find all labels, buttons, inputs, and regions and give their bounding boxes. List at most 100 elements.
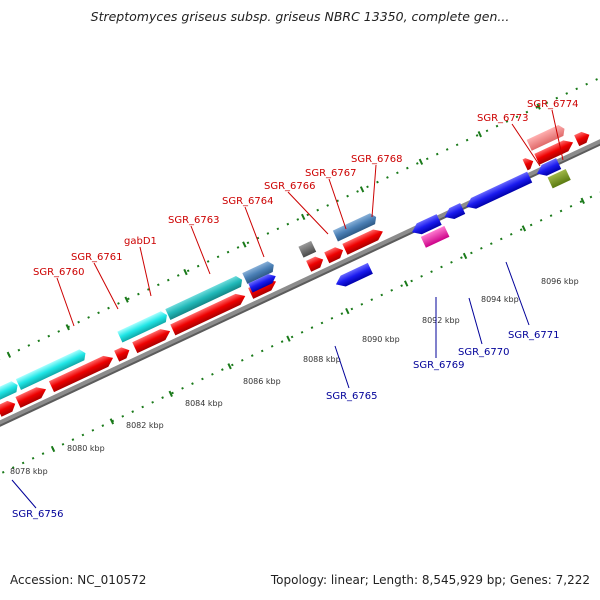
genome-backbone [0, 123, 600, 438]
map-title: Streptomyces griseus subsp. griseus NBRC… [90, 9, 510, 24]
gene-block[interactable] [165, 274, 244, 320]
tick-label: 8078 kbp [10, 467, 48, 476]
forward-major-tick [183, 268, 188, 276]
gene-arrow[interactable] [464, 171, 533, 213]
gene-label-sgr-6768[interactable]: SGR_6768 [351, 154, 403, 165]
gene-label-sgr-6771[interactable]: SGR_6771 [508, 330, 560, 341]
reverse-gene-labels: SGR_6756 SGR_6765 SGR_6769 SGR_6770 SGR_… [12, 330, 560, 520]
reverse-major-tick [168, 390, 173, 397]
callout-line [505, 261, 530, 326]
reverse-major-tick [404, 280, 409, 287]
reverse-major-tick [462, 252, 468, 260]
gene-arrow[interactable] [0, 398, 18, 417]
gene-label-sgr-6773[interactable]: SGR_6773 [477, 113, 529, 124]
gene-arrow[interactable] [170, 291, 248, 336]
gene-arrow[interactable] [522, 156, 536, 171]
gene-label-sgr-6767[interactable]: SGR_6767 [305, 168, 357, 179]
forward-dots [0, 72, 600, 385]
callout-line [328, 178, 347, 230]
gene-label-sgr-6765[interactable]: SGR_6765 [326, 391, 378, 402]
callout-line [511, 123, 541, 167]
tick-label: 8086 kbp [243, 377, 281, 386]
gene-block[interactable] [547, 169, 571, 189]
gene-label-sgr-6769[interactable]: SGR_6769 [413, 360, 465, 371]
forward-major-tick [6, 351, 12, 358]
gene-label-gabd1[interactable]: gabD1 [124, 236, 157, 247]
gene-block[interactable] [15, 348, 88, 390]
tick-label: 8092 kbp [422, 316, 460, 325]
forward-inner-genes [0, 129, 592, 417]
gene-block[interactable] [420, 225, 450, 248]
gene-block[interactable] [332, 212, 379, 242]
tick-labels: 8078 kbp 8080 kbp 8082 kbp 8084 kbp 8086… [10, 277, 579, 476]
callout-line [139, 246, 152, 297]
accession-text: Accession: NC_010572 [10, 573, 147, 587]
callout-line [551, 109, 564, 161]
forward-major-tick [301, 213, 306, 221]
gene-label-sgr-6761[interactable]: SGR_6761 [71, 252, 123, 263]
callout-line [56, 277, 75, 327]
gene-block[interactable] [117, 310, 169, 343]
reverse-major-tick [227, 363, 232, 370]
forward-gene-labels: SGR_6760 SGR_6761 gabD1 SGR_6763 SGR_676… [33, 99, 579, 278]
gene-label-sgr-6763[interactable]: SGR_6763 [168, 215, 220, 226]
gene-label-sgr-6774[interactable]: SGR_6774 [527, 99, 579, 110]
gene-arrow[interactable] [15, 384, 48, 408]
gene-arrow[interactable] [248, 272, 278, 293]
gene-block[interactable] [242, 259, 276, 284]
gene-label-sgr-6766[interactable]: SGR_6766 [264, 181, 316, 192]
forward-major-tick [477, 131, 482, 138]
tick-label: 8080 kbp [67, 444, 105, 453]
forward-major-tick [359, 186, 365, 193]
gene-label-sgr-6764[interactable]: SGR_6764 [222, 196, 274, 207]
gene-block[interactable] [526, 123, 567, 151]
gene-arrow[interactable] [48, 352, 116, 393]
forward-major-tick [242, 241, 247, 248]
reverse-tick-track [0, 166, 600, 479]
gene-arrow[interactable] [132, 326, 172, 354]
callout-line [93, 262, 119, 310]
gene-arrow[interactable] [534, 158, 562, 179]
reverse-major-tick [345, 307, 350, 315]
gene-arrow[interactable] [306, 254, 326, 272]
gene-label-sgr-6770[interactable]: SGR_6770 [458, 347, 510, 358]
forward-major-tick [65, 324, 70, 331]
reverse-major-tick [580, 197, 585, 204]
reverse-major-ticks [50, 197, 585, 453]
gene-arrow[interactable] [534, 137, 575, 165]
forward-major-tick [536, 103, 541, 110]
tick-label: 8084 kbp [185, 399, 223, 408]
gene-block[interactable] [298, 240, 317, 258]
gene-arrow[interactable] [574, 129, 592, 147]
gene-arrow[interactable] [442, 203, 466, 222]
tick-label: 8096 kbp [541, 277, 579, 286]
gene-block[interactable] [0, 380, 20, 413]
forward-major-ticks [6, 103, 541, 358]
gene-arrow[interactable] [114, 345, 132, 362]
gene-label-sgr-6756[interactable]: SGR_6756 [12, 509, 64, 520]
forward-callouts [56, 109, 564, 327]
gene-arrow[interactable] [342, 226, 385, 255]
gene-arrow[interactable] [409, 214, 442, 238]
tick-label: 8082 kbp [126, 421, 164, 430]
callout-line [468, 297, 483, 345]
reverse-major-tick [521, 225, 527, 232]
callout-line [11, 479, 37, 509]
reverse-major-tick [50, 445, 56, 453]
forward-major-tick [124, 296, 129, 303]
gene-label-sgr-6760[interactable]: SGR_6760 [33, 267, 85, 278]
gene-arrow[interactable] [324, 245, 345, 264]
gene-arrow[interactable] [333, 262, 373, 290]
reverse-genes [333, 158, 571, 290]
forward-major-tick [418, 158, 424, 165]
reverse-major-tick [286, 335, 291, 342]
callout-line [334, 345, 350, 389]
callout-line [244, 206, 265, 258]
callout-line [190, 225, 211, 275]
callout-line [371, 164, 377, 218]
forward-outer-genes [0, 123, 567, 413]
tick-label: 8090 kbp [362, 335, 400, 344]
tick-label: 8088 kbp [303, 355, 341, 364]
forward-tick-track [0, 72, 600, 385]
